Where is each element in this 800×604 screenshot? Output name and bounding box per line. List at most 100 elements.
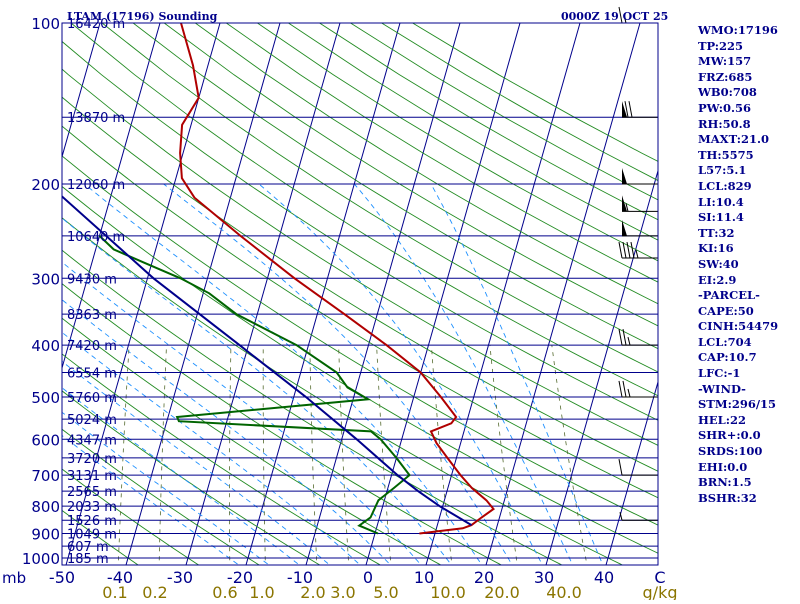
mixing-ratio-line (159, 345, 167, 569)
pressure-tick-label: 700 (31, 467, 60, 485)
height-level-label: 185 m (67, 552, 109, 567)
moist-adiabat-line (354, 184, 574, 569)
pressure-tick-label: 400 (31, 337, 60, 355)
pressure-tick-label: 800 (31, 498, 60, 516)
index-line: BRN:1.5 (698, 475, 798, 491)
height-level-label: 4347 m (67, 433, 117, 448)
index-line: STM:296/15 (698, 397, 798, 413)
isotherm-line (0, 23, 40, 569)
index-line: SW:40 (698, 257, 798, 273)
wind-barb-flag (629, 101, 632, 117)
height-level-label: 9430 m (67, 272, 117, 287)
index-line: SI:11.4 (698, 210, 798, 226)
wind-barb-flag (627, 242, 630, 258)
dry-adiabat-line (0, 23, 800, 569)
index-line: SRDS:100 (698, 444, 798, 460)
index-line: CAPE:50 (698, 304, 798, 320)
mixing-ratio-label: 5.0 (373, 583, 398, 600)
mixing-ratio-label: 2.0 (300, 583, 325, 600)
isotherm-line (125, 23, 280, 569)
index-line: LFC:-1 (698, 366, 798, 382)
index-line: L57:5.1 (698, 163, 798, 179)
wind-barb-flag (623, 381, 626, 397)
mixing-ratio-label: 20.0 (484, 583, 520, 600)
pressure-tick-label: 100 (31, 15, 60, 33)
temperature-tick-label: 40 (594, 568, 614, 587)
dry-adiabat-line (40, 23, 800, 569)
index-line: WMO:17196 (698, 23, 798, 39)
index-line: KI:16 (698, 241, 798, 257)
mixing-ratio-label: 0.2 (142, 583, 167, 600)
height-level-label: 7420 m (67, 339, 117, 354)
index-line: EI:2.9 (698, 273, 798, 289)
index-line: PW:0.56 (698, 101, 798, 117)
index-line: SHR+:0.0 (698, 428, 798, 444)
index-line: WB0:708 (698, 85, 798, 101)
station-title: LTAM (17196) Sounding (67, 10, 218, 23)
pressure-tick-label: 600 (31, 431, 60, 449)
wind-barb-pennant (622, 168, 627, 184)
index-line: TT:32 (698, 226, 798, 242)
mixing-ratio-label: 0.6 (212, 583, 237, 600)
index-line: FRZ:685 (698, 70, 798, 86)
height-level-label: 6554 m (67, 366, 117, 381)
height-level-label: 5024 m (67, 413, 117, 428)
height-level-label: 3131 m (67, 469, 117, 484)
pressure-tick-label: 1000 (22, 550, 60, 568)
wind-barb-flag (619, 329, 622, 345)
index-line: RH:50.8 (698, 117, 798, 133)
index-line: BSHR:32 (698, 491, 798, 507)
dry-adiabat-line (0, 23, 800, 569)
pressure-tick-label: 900 (31, 526, 60, 544)
index-line: MAXT:21.0 (698, 132, 798, 148)
mixing-ratio-label: 3.0 (330, 583, 355, 600)
pressure-tick-label: 200 (31, 176, 60, 194)
index-line: -PARCEL- (698, 288, 798, 304)
index-line: TP:225 (698, 39, 798, 55)
height-level-label: 8363 m (67, 308, 117, 323)
pressure-axis-unit: mb (2, 569, 26, 587)
mixing-ratio-label: 0.1 (102, 583, 127, 600)
dry-adiabat-line (71, 23, 800, 569)
moist-adiabat-line (259, 184, 545, 569)
mixing-ratio-label: 10.0 (430, 583, 466, 600)
pressure-tick-label: 300 (31, 270, 60, 288)
index-line: TH:5575 (698, 148, 798, 164)
isotherm-line (365, 23, 520, 569)
index-line: LCL:829 (698, 179, 798, 195)
isotherm-line (485, 23, 640, 569)
dry-adiabat-line (0, 23, 266, 569)
index-line: LI:10.4 (698, 195, 798, 211)
height-level-label: 3720 m (67, 452, 117, 467)
mixing-ratio-label: 1.0 (249, 583, 274, 600)
index-line: CINH:54479 (698, 319, 798, 335)
mixing-ratio-label: 40.0 (546, 583, 582, 600)
index-line: MW:157 (698, 54, 798, 70)
pressure-tick-label: 500 (31, 389, 60, 407)
dry-adiabat-line (9, 23, 800, 569)
wind-barb-flag (619, 459, 622, 475)
height-level-label: 5760 m (67, 391, 117, 406)
dry-adiabat-line (102, 23, 800, 569)
height-level-label: 13870 m (67, 111, 125, 126)
sounding-time: 0000Z 19 OCT 25 (561, 10, 668, 23)
index-line: -WIND- (698, 382, 798, 398)
mixing-ratio-line (263, 345, 265, 569)
wind-barb-half-flag (636, 250, 638, 258)
height-level-label: 10640 m (67, 230, 125, 245)
height-level-label: 12060 m (67, 178, 125, 193)
height-level-label: 2565 m (67, 485, 117, 500)
index-line: CAP:10.7 (698, 350, 798, 366)
index-line: EHI:0.0 (698, 460, 798, 476)
wind-barb-flag (619, 381, 622, 397)
index-line: LCL:704 (698, 335, 798, 351)
mixing-ratio-line (118, 345, 129, 569)
wind-barb-half-flag (628, 337, 630, 345)
temperature-tick-label: -50 (49, 568, 75, 587)
temperature-tick-label: -30 (167, 568, 193, 587)
mixing-ratio-label: g/kg (643, 583, 678, 600)
height-level-label: 2033 m (67, 500, 117, 515)
